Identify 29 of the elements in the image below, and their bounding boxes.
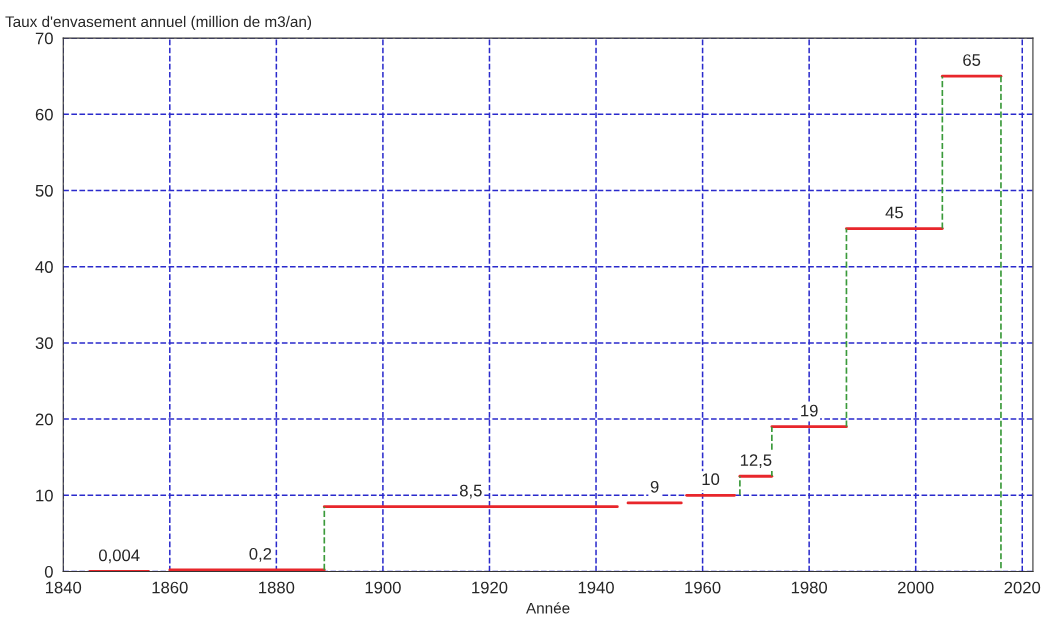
y-axis-title: Taux d'envasement annuel (million de m3/an) [5,15,312,31]
x-tick-label: 1860 [152,581,188,594]
annotation: 10 [702,473,720,486]
annotation: 0,2 [249,547,272,562]
y-tick-label: 50 [35,184,53,197]
x-tick-label: 1920 [472,581,508,594]
y-tick-label: 40 [35,261,53,273]
y-tick-label: 30 [35,337,53,350]
annotation: 0,004 [98,549,140,564]
x-tick-label: 2020 [1004,581,1041,594]
x-tick-label: 2000 [898,581,934,594]
x-tick-label: 1940 [578,581,614,594]
annotation: 8,5 [459,484,482,499]
y-tick-label: 0 [44,565,53,578]
y-tick-label: 20 [35,413,53,426]
x-tick-label: 1840 [45,581,82,594]
x-tick-label: 1960 [685,581,721,594]
y-tick-label: 70 [35,32,53,45]
annotation: 12,5 [740,454,772,468]
y-tick-label: 10 [36,489,53,502]
annotation: 9 [650,480,659,493]
annotation: 19 [801,404,818,417]
annotation: 65 [963,54,981,66]
x-tick-label: 1980 [791,581,828,594]
annotation: 45 [885,206,903,219]
x-tick-label: 1880 [259,581,295,594]
x-axis-title: Année [526,602,570,614]
x-tick-label: 1900 [365,581,401,594]
y-tick-label: 60 [35,108,53,121]
